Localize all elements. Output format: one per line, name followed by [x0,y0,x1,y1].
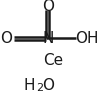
Text: 2: 2 [36,83,43,93]
Text: N: N [42,31,53,46]
Text: OH: OH [75,31,99,46]
Text: O: O [42,0,54,14]
Text: O: O [42,78,54,93]
Text: O: O [0,31,12,46]
Text: H: H [24,78,35,93]
Text: Ce: Ce [43,53,63,68]
